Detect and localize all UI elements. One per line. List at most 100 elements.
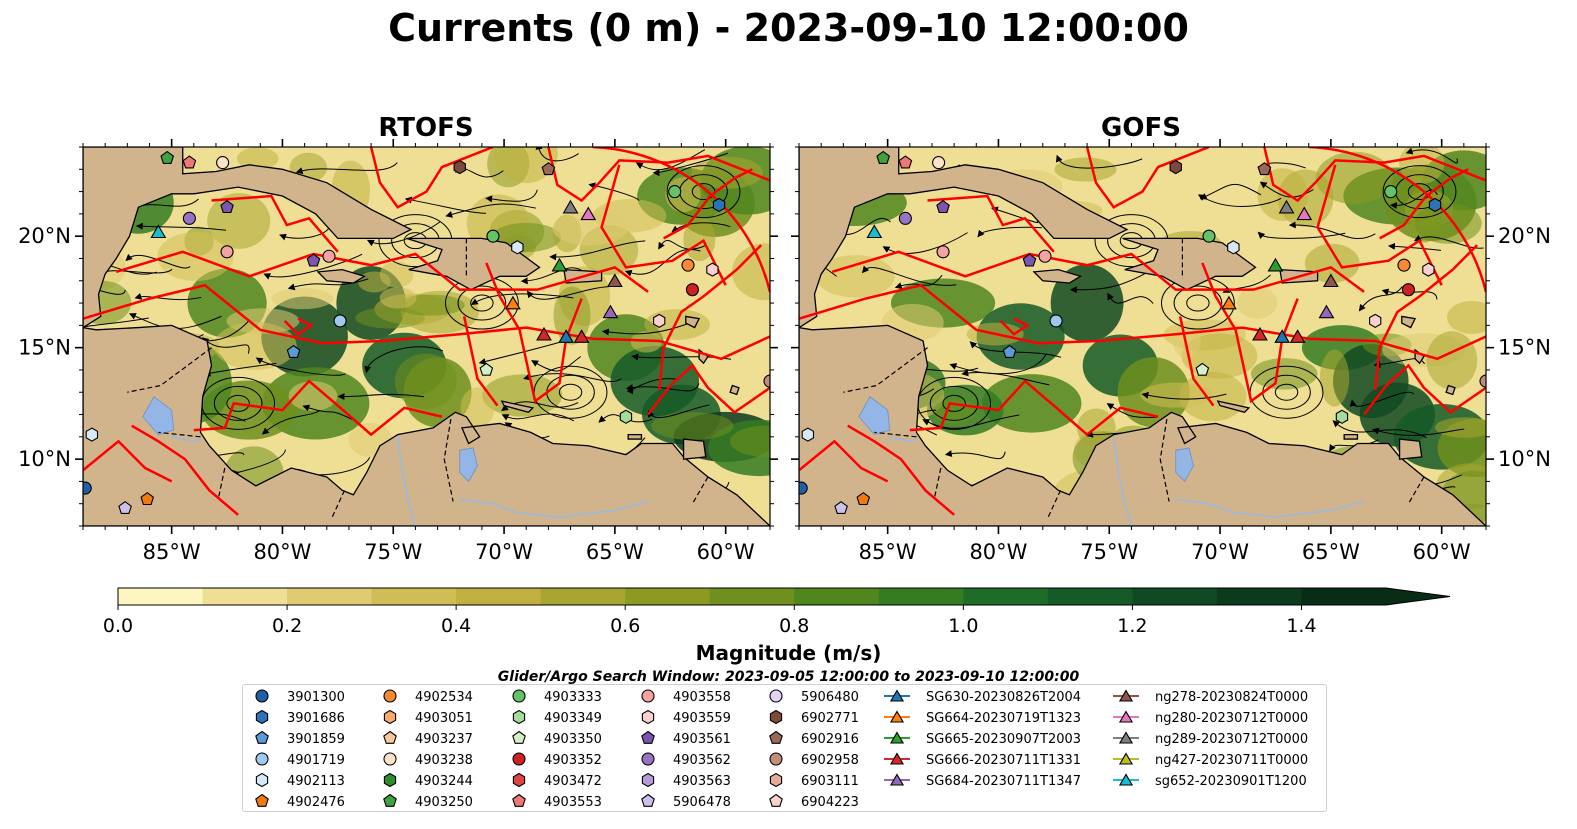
argo-float-marker (511, 240, 524, 255)
legend-label: 3901686 (287, 711, 345, 726)
legend-label: 4903250 (415, 795, 473, 810)
argo-float-marker (160, 150, 175, 164)
colorbar-tick-label: 0.2 (272, 615, 302, 637)
legend-marker-icon (889, 773, 905, 786)
legend-marker-icon (255, 752, 269, 766)
argo-float-marker (1038, 249, 1052, 263)
legend-marker-icon (383, 752, 397, 766)
colorbar-tick-label: 0.4 (441, 615, 471, 637)
glider-marker (866, 224, 883, 239)
lat-tick-label: 20°N (18, 224, 71, 248)
legend-marker-icon (383, 772, 397, 788)
colorbar-tick-label: 0.0 (103, 615, 133, 637)
legend-label: 4903553 (544, 795, 602, 810)
legend-label: 4903244 (415, 774, 473, 789)
glider-marker (558, 329, 574, 343)
argo-float-marker (834, 501, 848, 514)
glider-marker (1278, 199, 1295, 214)
argo-float-marker (1401, 283, 1415, 297)
legend-label: 3901859 (287, 732, 345, 747)
legend-entry: 4902476 (255, 793, 345, 810)
legend-label: 6903111 (801, 774, 859, 789)
legend-entry: 3901859 (255, 730, 345, 747)
colorbar-segment (1047, 588, 1133, 605)
glider-marker (1252, 326, 1268, 341)
legend-marker-icon (641, 772, 655, 788)
colorbar-segment (709, 588, 795, 605)
legend-marker-icon (641, 793, 655, 807)
argo-float-marker (1397, 258, 1411, 272)
glider-marker (1221, 295, 1237, 310)
legend-marker-icon (769, 689, 783, 703)
argo-float-marker (83, 481, 92, 495)
legend-entry: 4903237 (383, 730, 473, 747)
legend-entry: 3901300 (255, 689, 345, 705)
legend-marker-icon (383, 730, 397, 744)
legend-marker-icon (1118, 773, 1134, 786)
legend-marker-icon (512, 793, 526, 807)
legend-box: 3901300 3901686 3901859 4901719 4902113 49024… (242, 684, 1327, 812)
glider-marker (1318, 304, 1335, 319)
lon-tick-label: 80°W (253, 540, 311, 564)
legend-entry: 4903553 (512, 793, 602, 810)
lon-tick-label: 65°W (586, 540, 644, 564)
legend-entry: 4903561 (641, 730, 731, 747)
argo-float-marker (182, 155, 197, 169)
lat-tick-label: 10°N (18, 447, 71, 471)
legend-label: 4903559 (673, 711, 731, 726)
legend-label: 4902534 (415, 690, 473, 705)
argo-float-marker (182, 211, 196, 225)
search-window-text: Glider/Argo Search Window: 2023-09-05 12… (497, 669, 1080, 685)
legend-marker-icon (1118, 689, 1134, 702)
legend-label: SG684-20230711T1347 (926, 774, 1081, 789)
legend-label: 4903349 (544, 711, 602, 726)
colorbar-tick-label: 1.0 (948, 615, 978, 637)
legend-entry: 4903562 (641, 752, 731, 768)
legend-entry: 4903238 (383, 752, 473, 768)
lon-tick-label: 75°W (364, 540, 422, 564)
colorbar-segment (1216, 588, 1302, 605)
argo-float-marker (936, 245, 950, 259)
legend-marker-icon (512, 689, 526, 703)
lon-tick-label: 70°W (1191, 540, 1249, 564)
glider-marker (505, 295, 521, 310)
legend-entry: 4903350 (512, 730, 602, 747)
map-panel-gofs: 85°W 80°W 75°W 70°W 65°W 60°W 20°N 15°N 10°N (791, 139, 1551, 564)
legend-marker-icon (512, 772, 526, 788)
legend-label: 4903051 (415, 711, 473, 726)
lat-tick-label: 15°N (18, 336, 71, 360)
lat-tick-label: 15°N (1498, 336, 1551, 360)
legend-marker-icon (1118, 710, 1134, 723)
figure-title: Currents (0 m) - 2023-09-10 12:00:00 (388, 6, 1189, 50)
legend-entry: 4903558 (641, 689, 731, 705)
argo-float-marker (85, 427, 99, 442)
argo-float-marker (1422, 262, 1435, 277)
legend-marker-icon (889, 710, 905, 723)
glider-marker (551, 257, 568, 272)
glider-marker (1322, 273, 1339, 288)
legend-marker-icon (641, 689, 655, 703)
lon-tick-label: 60°W (697, 540, 755, 564)
argo-float-marker (685, 283, 699, 297)
legend-marker-icon (769, 793, 783, 807)
legend-label: SG664-20230719T1323 (926, 711, 1081, 726)
legend-marker-icon (512, 752, 526, 766)
legend-label: 5906478 (673, 795, 731, 810)
legend-entry: ng289-20230712T0000 (1113, 731, 1308, 747)
legend-entry: SG684-20230711T1347 (884, 773, 1081, 789)
legend-entry: 6904223 (769, 793, 859, 810)
legend-marker-icon (889, 731, 905, 744)
legend-marker-icon (641, 752, 655, 766)
argo-float-marker (763, 374, 770, 388)
legend-entry: 6902771 (769, 709, 859, 726)
argo-float-marker (479, 362, 494, 376)
legend-marker-icon (255, 689, 269, 703)
land (799, 147, 1486, 526)
legend-label: 4901719 (287, 753, 345, 768)
colorbar-segment (878, 588, 964, 605)
colorbar-segment (540, 588, 626, 605)
argo-float-marker (1335, 409, 1349, 424)
legend-label: 4903350 (544, 732, 602, 747)
legend-label: 6902771 (801, 711, 859, 726)
colorbar-segment (1301, 588, 1387, 605)
